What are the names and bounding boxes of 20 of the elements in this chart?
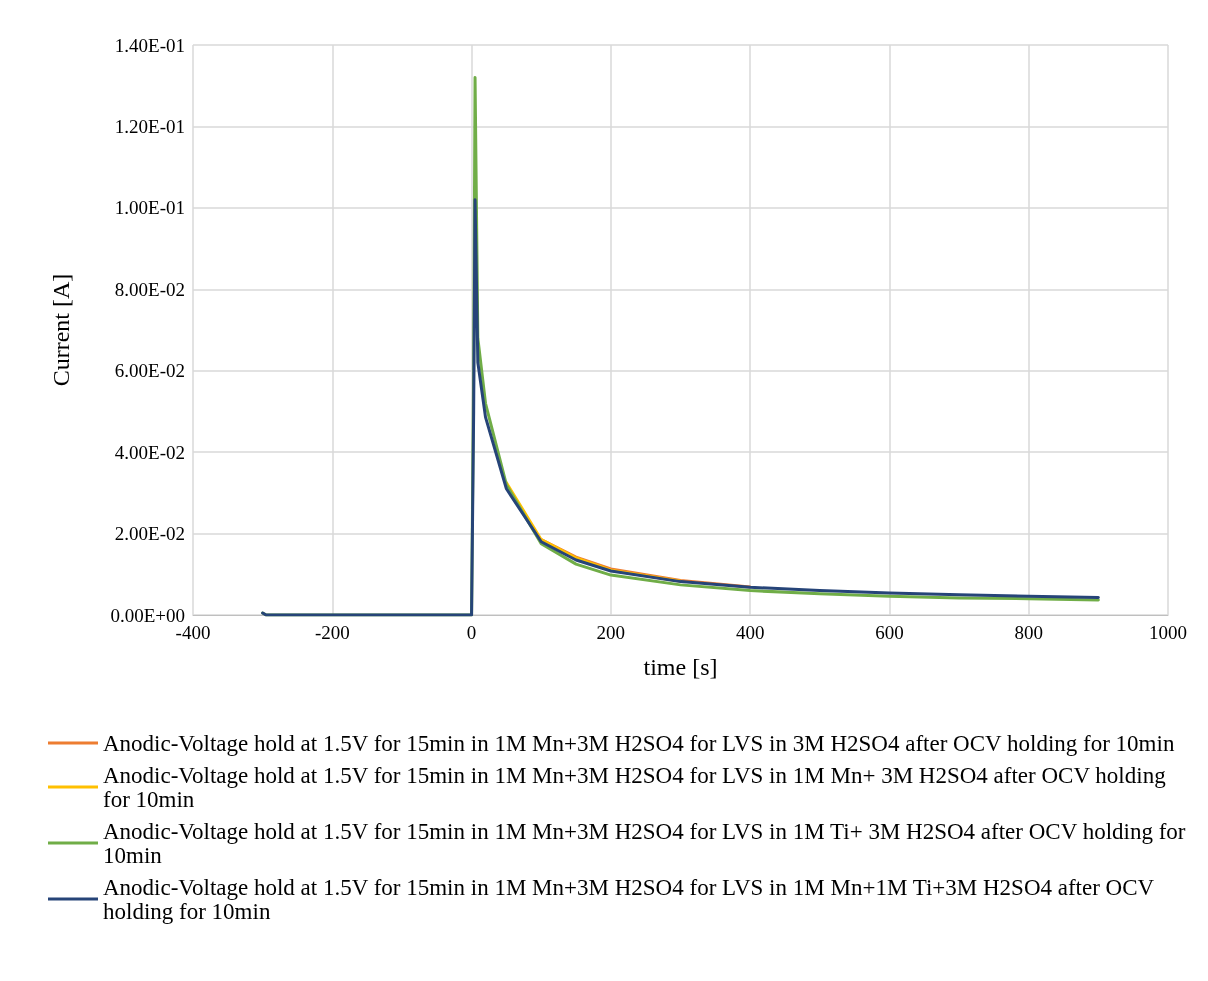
x-tick-label: 0 [466,622,477,643]
x-tick-label: 800 [1014,622,1043,643]
legend-label: Anodic-Voltage hold at 1.5V for 15min in 1M Mn+3M H2SO4 for LVS in 1M Mn+ 3M H2SO4 after OCV holding for 10min [103,762,1172,812]
legend-label: Anodic-Voltage hold at 1.5V for 15min in 1M Mn+3M H2SO4 for LVS in 1M Ti+ 3M H2SO4 after OCV holding for 10min [103,818,1192,868]
y-axis-title: Current [A] [48,273,74,387]
x-tick-label: 1000 [1149,622,1187,643]
x-tick-label: 200 [596,622,626,643]
y-tick-label: 1.40E-01 [114,34,185,56]
x-tick-label: -200 [314,622,350,643]
y-tick-label: 2.00E-02 [114,523,185,545]
x-axis-title: time [s] [643,654,718,680]
legend-label: Anodic-Voltage hold at 1.5V for 15min in 1M Mn+3M H2SO4 for LVS in 1M Mn+1M Ti+3M H2SO4 after OCV holding for 10min [103,874,1160,924]
y-tick-label: 4.00E-02 [114,441,185,463]
x-tick-label: 400 [735,622,765,643]
y-tick-label: 8.00E-02 [114,278,185,300]
y-tick-label: 1.00E-01 [114,197,185,219]
x-tick-label: 600 [875,622,904,643]
y-tick-label: 1.20E-01 [114,115,185,137]
y-tick-label: 6.00E-02 [114,360,185,382]
legend-label: Anodic-Voltage hold at 1.5V for 15min in 1M Mn+3M H2SO4 for LVS in 3M H2SO4 after OCV holding for 10min [103,730,1175,756]
